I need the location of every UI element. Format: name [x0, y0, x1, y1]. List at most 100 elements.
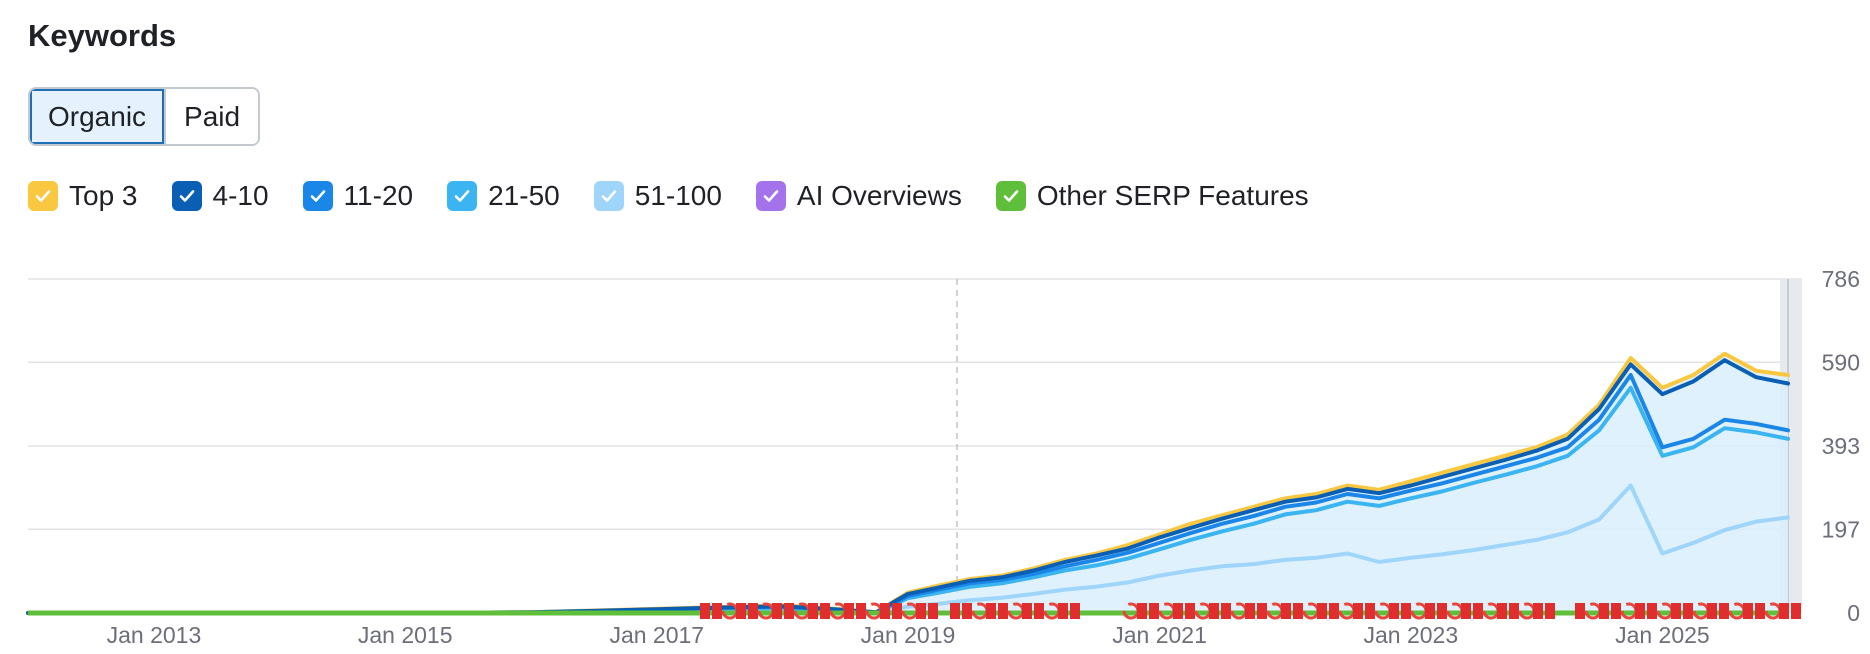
serp-feature-marker	[1611, 603, 1621, 619]
legend-item-top-3[interactable]: Top 3	[28, 180, 138, 212]
serp-feature-marker	[962, 603, 972, 619]
serp-feature-marker	[808, 603, 818, 619]
serp-feature-marker	[820, 603, 830, 619]
serp-feature-marker	[784, 603, 794, 619]
serp-feature-marker	[1575, 603, 1585, 619]
serp-feature-marker	[1058, 603, 1068, 619]
serp-feature-marker	[1293, 603, 1303, 619]
series-area-fill	[28, 353, 1788, 613]
serp-feature-marker	[736, 603, 746, 619]
serp-feature-marker	[844, 603, 854, 619]
serp-feature-marker	[1209, 603, 1219, 619]
serp-feature-marker	[986, 603, 996, 619]
serp-feature-marker	[1437, 603, 1447, 619]
serp-feature-marker	[1545, 603, 1555, 619]
serp-feature-marker	[1755, 603, 1765, 619]
serp-feature-marker	[856, 603, 866, 619]
serp-feature-marker	[1149, 603, 1159, 619]
check-icon[interactable]	[171, 181, 202, 211]
legend-label: Top 3	[69, 180, 138, 211]
x-tick-label: Jan 2025	[1615, 622, 1710, 648]
x-tick-label: Jan 2019	[861, 622, 956, 648]
serp-feature-marker	[1034, 603, 1044, 619]
y-tick-label: 786	[1822, 266, 1860, 292]
serp-feature-marker	[1707, 603, 1717, 619]
check-icon[interactable]	[593, 181, 624, 211]
serp-feature-marker	[1137, 603, 1147, 619]
serp-feature-marker	[1683, 603, 1693, 619]
serp-feature-marker	[1635, 603, 1645, 619]
legend-label: 4-10	[212, 180, 269, 211]
series-line-4-10	[26, 358, 1790, 615]
serp-feature-marker	[700, 603, 710, 619]
serp-feature-marker	[1719, 603, 1729, 619]
serp-feature-marker	[1185, 603, 1195, 619]
page-title: Keywords	[28, 18, 177, 53]
serp-feature-marker	[748, 603, 758, 619]
legend-label: AI Overviews	[796, 180, 962, 211]
legend-item-ai-overviews[interactable]: AI Overviews	[755, 180, 962, 212]
serp-feature-marker	[1221, 603, 1231, 619]
x-tick-label: Jan 2015	[358, 622, 453, 648]
serp-feature-marker	[880, 603, 890, 619]
x-tick-label: Jan 2017	[609, 622, 704, 648]
check-icon[interactable]	[28, 181, 58, 211]
serp-feature-marker	[1245, 603, 1255, 619]
tab-paid[interactable]: Paid	[166, 89, 259, 144]
legend-item-11-20[interactable]: 11-20	[302, 180, 414, 212]
legend-item-4-10[interactable]: 4-10	[171, 180, 269, 212]
x-tick-label: Jan 2013	[107, 622, 202, 648]
serp-feature-marker	[1671, 603, 1681, 619]
serp-feature-marker	[1389, 603, 1399, 619]
y-axis: 0 197 393 590 786	[1822, 266, 1860, 626]
serp-feature-marker	[1509, 603, 1519, 619]
serp-feature-marker	[1473, 603, 1483, 619]
serp-feature-marker	[1533, 603, 1543, 619]
serp-feature-marker	[928, 603, 938, 619]
serp-feature-marker	[1779, 603, 1789, 619]
x-axis: Jan 2013 Jan 2015 Jan 2017 Jan 2019 Jan 2021…	[107, 622, 1710, 648]
serp-feature-marker	[1329, 603, 1339, 619]
serp-feature-marker	[916, 603, 926, 619]
y-tick-label: 393	[1822, 433, 1860, 459]
serp-feature-marker	[1461, 603, 1471, 619]
serp-feature-marker	[1281, 603, 1291, 619]
y-tick-label: 0	[1847, 600, 1860, 626]
check-icon[interactable]	[995, 181, 1026, 211]
y-tick-label: 197	[1822, 516, 1860, 542]
serp-feature-marker	[1401, 603, 1411, 619]
tab-organic[interactable]: Organic	[30, 89, 165, 144]
check-icon[interactable]	[447, 181, 478, 211]
toggle-divider	[164, 89, 167, 144]
serp-feature-marker	[772, 603, 782, 619]
serp-feature-marker	[1070, 603, 1080, 619]
check-icon[interactable]	[302, 181, 333, 211]
serp-feature-marker	[1353, 603, 1363, 619]
check-icon[interactable]	[755, 181, 786, 211]
serp-feature-marker	[1257, 603, 1267, 619]
serp-feature-marker	[1425, 603, 1435, 619]
chart-legend: Top 3 4-10 11-20 21-50 51-100 AI Overvie…	[28, 180, 1343, 212]
x-tick-label: Jan 2021	[1112, 622, 1207, 648]
serp-feature-marker	[1791, 603, 1801, 619]
serp-feature-marker	[1022, 603, 1032, 619]
organic-paid-toggle: Organic Paid	[28, 87, 261, 146]
legend-label: 11-20	[343, 180, 414, 211]
legend-item-51-100[interactable]: 51-100	[593, 180, 722, 212]
serp-feature-marker	[1497, 603, 1507, 619]
legend-item-21-50[interactable]: 21-50	[447, 180, 560, 212]
serp-feature-marker	[950, 603, 960, 619]
serp-feature-marker	[1647, 603, 1657, 619]
serp-feature-marker	[1173, 603, 1183, 619]
y-tick-label: 590	[1822, 349, 1860, 375]
serp-feature-marker	[712, 603, 722, 619]
series-layer	[26, 351, 1790, 616]
serp-feature-marker	[1599, 603, 1609, 619]
legend-label: Other SERP Features	[1036, 180, 1309, 211]
x-tick-label: Jan 2023	[1363, 622, 1458, 648]
serp-feature-marker	[1743, 603, 1753, 619]
legend-item-other-serp-features[interactable]: Other SERP Features	[995, 180, 1309, 212]
keywords-chart: Jan 2013 Jan 2015 Jan 2017 Jan 2019 Jan 2021…	[26, 266, 1860, 648]
serp-feature-marker	[892, 603, 902, 619]
serp-feature-markers	[700, 602, 1801, 620]
